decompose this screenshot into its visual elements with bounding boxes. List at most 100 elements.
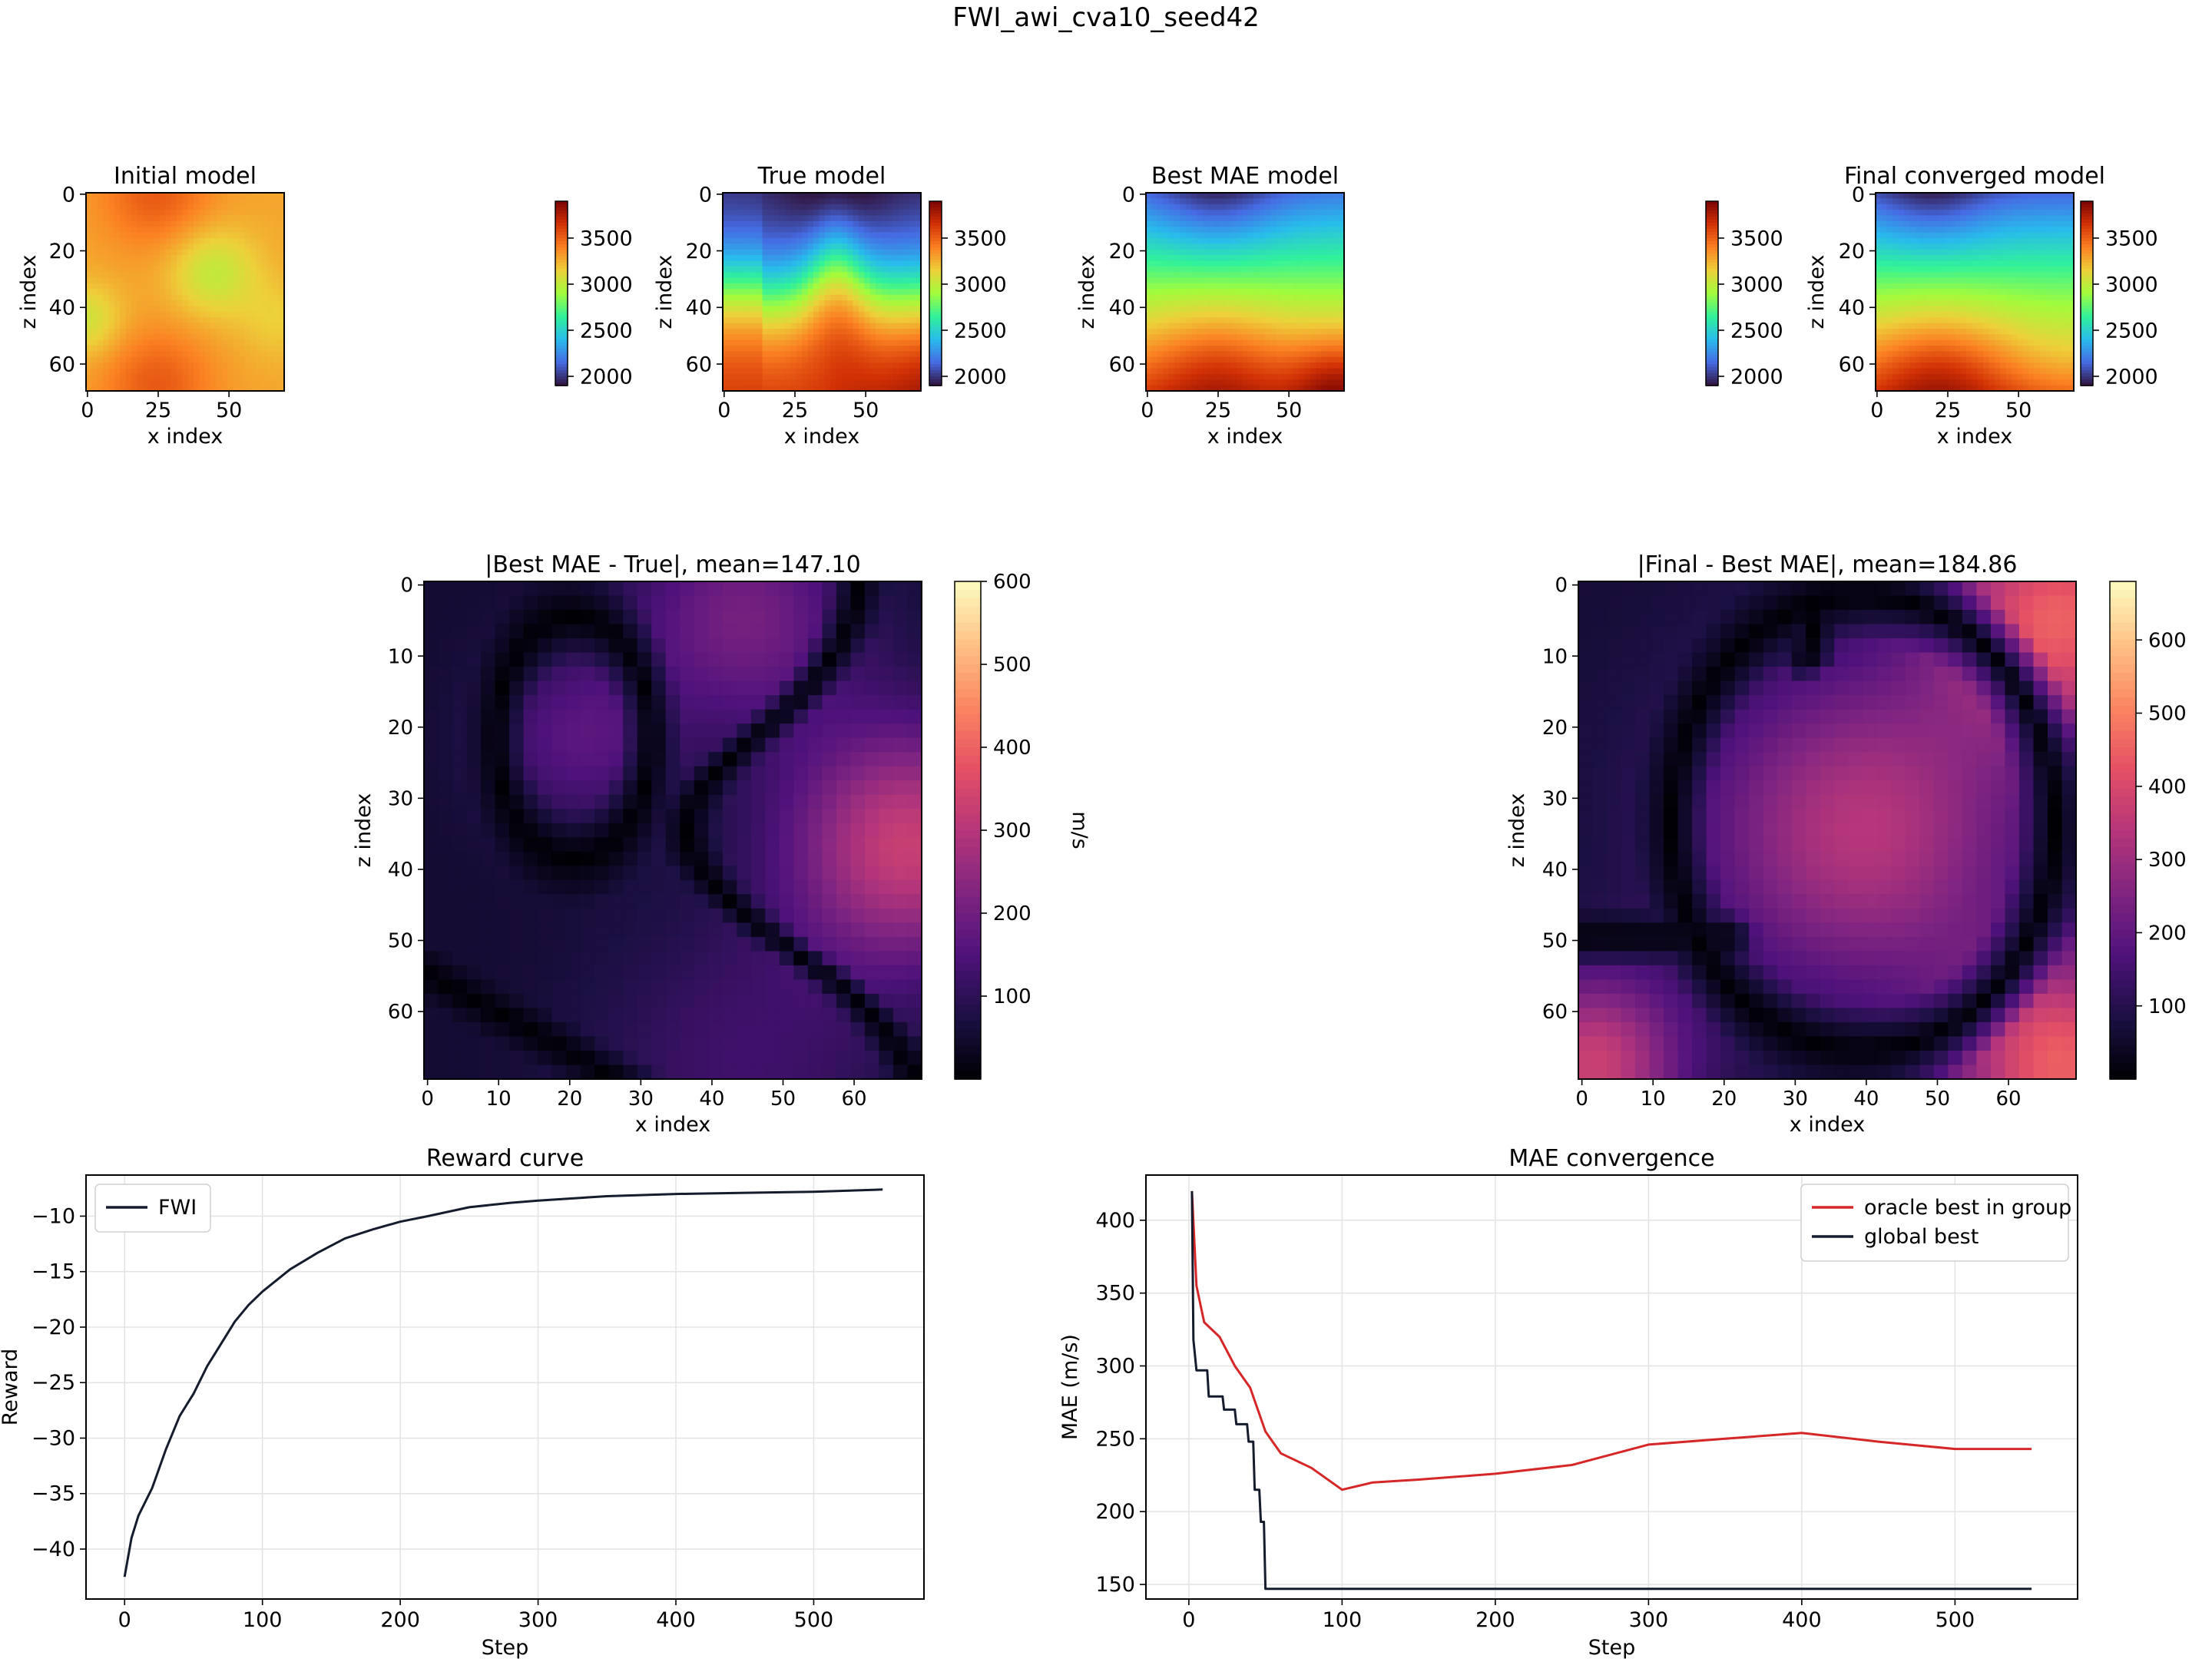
heatmap-cell — [103, 260, 109, 267]
heatmap-cell — [1904, 312, 1910, 318]
heatmap-cell — [819, 363, 825, 369]
heatmap-cell — [1961, 204, 1967, 210]
heatmap-cell — [120, 323, 126, 329]
heatmap-cell — [1208, 374, 1214, 380]
heatmap-cell — [892, 289, 899, 295]
heatmap-cell — [1995, 289, 2001, 295]
heatmap-cell — [1988, 193, 1995, 199]
heatmap-cell — [1916, 221, 1922, 227]
heatmap-cell — [154, 300, 160, 306]
heatmap-cell — [1966, 369, 1972, 375]
heatmap-cell — [188, 289, 194, 295]
heatmap-cell — [1259, 250, 1265, 256]
heatmap-cell — [1892, 300, 1899, 306]
heatmap-cell — [108, 210, 114, 216]
heatmap-cell — [773, 306, 780, 312]
heatmap-cell — [267, 369, 273, 375]
heatmap-cell — [1961, 317, 1967, 323]
heatmap-cell — [182, 278, 188, 284]
heatmap-cell — [842, 243, 848, 250]
heatmap-cell — [2017, 255, 2023, 261]
heatmap-cell — [137, 346, 143, 352]
heatmap-cell — [2034, 215, 2040, 221]
heatmap-cell — [137, 329, 143, 335]
heatmap-cell — [2012, 238, 2018, 244]
heatmap-cell — [1961, 238, 1967, 244]
heatmap-cell — [165, 215, 171, 221]
heatmap-cell — [1248, 260, 1254, 267]
heatmap-cell — [1322, 272, 1328, 278]
heatmap-cell — [222, 227, 228, 233]
heatmap-cell — [1322, 221, 1328, 227]
heatmap-cell — [1270, 306, 1277, 312]
heatmap-cell — [773, 346, 780, 352]
heatmap-cell — [1943, 300, 1949, 306]
heatmap-cell — [1983, 357, 1989, 363]
heatmap-cell — [723, 260, 729, 267]
heatmap-cell — [1197, 295, 1203, 301]
heatmap-cell — [194, 329, 200, 335]
heatmap-cell — [1983, 379, 1989, 386]
heatmap-cell — [1961, 260, 1967, 267]
heatmap-cell — [802, 369, 808, 375]
heatmap-cell — [1203, 306, 1209, 312]
heatmap-cell — [1304, 369, 1310, 375]
heatmap-cell — [780, 272, 786, 278]
heatmap-cell — [1327, 374, 1333, 380]
heatmap-cell — [1327, 351, 1333, 357]
heatmap-cell — [250, 198, 257, 204]
heatmap-cell — [723, 193, 729, 199]
heatmap-cell — [143, 317, 149, 323]
heatmap-cell — [1955, 250, 1961, 256]
heatmap-cell — [1304, 260, 1310, 267]
heatmap-cell — [262, 334, 268, 340]
heatmap-cell — [256, 340, 262, 346]
heatmap-cell — [745, 334, 751, 340]
heatmap-cell — [2034, 300, 2040, 306]
heatmap-cell — [171, 295, 177, 301]
heatmap-cell — [1208, 267, 1214, 273]
heatmap-cell — [813, 369, 820, 375]
heatmap-cell — [1926, 312, 1932, 318]
heatmap-cell — [1214, 340, 1220, 346]
heatmap-cell — [2000, 346, 2006, 352]
heatmap-cell — [881, 238, 887, 244]
heatmap-cell — [1237, 300, 1243, 306]
heatmap-cell — [802, 198, 808, 204]
heatmap-cell — [103, 351, 109, 357]
heatmap-cell — [2000, 215, 2006, 221]
heatmap-cell — [842, 306, 848, 312]
heatmap-cell — [98, 323, 104, 329]
heatmap-cell — [1265, 289, 1271, 295]
heatmap-cell — [870, 317, 876, 323]
heatmap-cell — [1949, 215, 1955, 221]
heatmap-cell — [1277, 215, 1283, 221]
heatmap-cell — [1938, 340, 1944, 346]
heatmap-cell — [1157, 255, 1164, 261]
heatmap-cell — [1186, 289, 1192, 295]
heatmap-cell — [1932, 351, 1939, 357]
heatmap-cell — [740, 221, 746, 227]
heatmap-cell — [98, 221, 104, 227]
heatmap-cell — [227, 363, 233, 369]
heatmap-cell — [148, 357, 154, 363]
heatmap-cell — [1197, 255, 1203, 261]
heatmap-cell — [273, 340, 279, 346]
heatmap-cell — [114, 210, 121, 216]
heatmap-cell — [194, 363, 200, 369]
heatmap-cell — [876, 329, 882, 335]
heatmap-cell — [802, 227, 808, 233]
heatmap-cell — [1966, 221, 1972, 227]
heatmap-cell — [256, 204, 262, 210]
heatmap-cell — [177, 250, 183, 256]
heatmap-cell — [1887, 323, 1893, 329]
heatmap-cell — [1214, 198, 1220, 204]
heatmap-cell — [864, 340, 870, 346]
heatmap-cell — [273, 193, 279, 199]
heatmap-cell — [1921, 363, 1927, 369]
heatmap-cell — [904, 357, 910, 363]
heatmap-cell — [808, 346, 814, 352]
heatmap-cell — [768, 334, 774, 340]
heatmap-cell — [1282, 204, 1288, 210]
heatmap-cell — [1299, 300, 1305, 306]
